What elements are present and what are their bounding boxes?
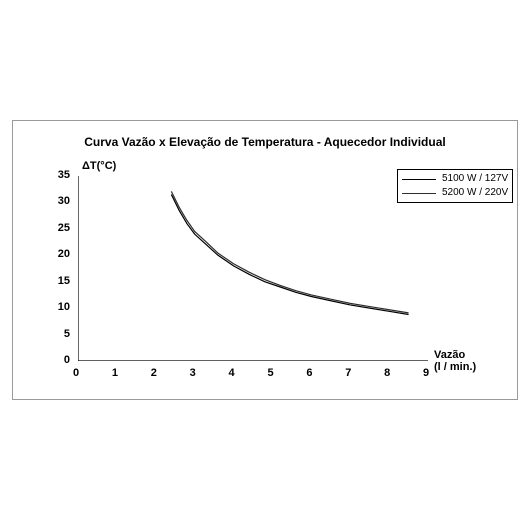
legend-label: 5100 W / 127V [442, 172, 508, 186]
x-axis-label-line2: (l / min.) [434, 361, 476, 373]
x-tick-label: 6 [306, 367, 312, 379]
x-tick-label: 2 [151, 367, 157, 379]
legend-item: 5100 W / 127V [402, 172, 508, 186]
chart-panel: Curva Vazão x Elevação de Temperatura - … [12, 120, 518, 400]
x-axis-label: Vazão (l / min.) [434, 349, 476, 373]
legend-item: 5200 W / 220V [402, 186, 508, 200]
x-tick-label: 1 [112, 367, 118, 379]
legend-line-icon [402, 179, 436, 180]
x-tick-label: 8 [384, 367, 390, 379]
legend-label: 5200 W / 220V [442, 186, 508, 200]
y-tick-label: 5 [64, 328, 70, 340]
x-axis-label-line1: Vazão [434, 349, 465, 361]
legend-line-icon [402, 193, 436, 194]
legend-box: 5100 W / 127V5200 W / 220V [397, 169, 513, 203]
x-tick-label: 4 [229, 367, 235, 379]
chart-title: Curva Vazão x Elevação de Temperatura - … [13, 135, 517, 149]
y-tick-label: 35 [58, 169, 70, 181]
y-tick-label: 10 [58, 301, 70, 313]
y-tick-label: 20 [58, 248, 70, 260]
y-tick-label: 0 [64, 354, 70, 366]
x-tick-label: 7 [345, 367, 351, 379]
y-tick-label: 15 [58, 275, 70, 287]
y-axis-label: ΔT(°C) [82, 160, 116, 172]
x-tick-label: 3 [190, 367, 196, 379]
y-tick-label: 25 [58, 222, 70, 234]
chart-container: { "chart": { "type": "line", "title": "C… [0, 0, 530, 530]
x-tick-label: 9 [423, 367, 429, 379]
x-tick-label: 0 [73, 367, 79, 379]
plot-area [78, 176, 428, 361]
x-tick-label: 5 [267, 367, 273, 379]
y-tick-label: 30 [58, 195, 70, 207]
